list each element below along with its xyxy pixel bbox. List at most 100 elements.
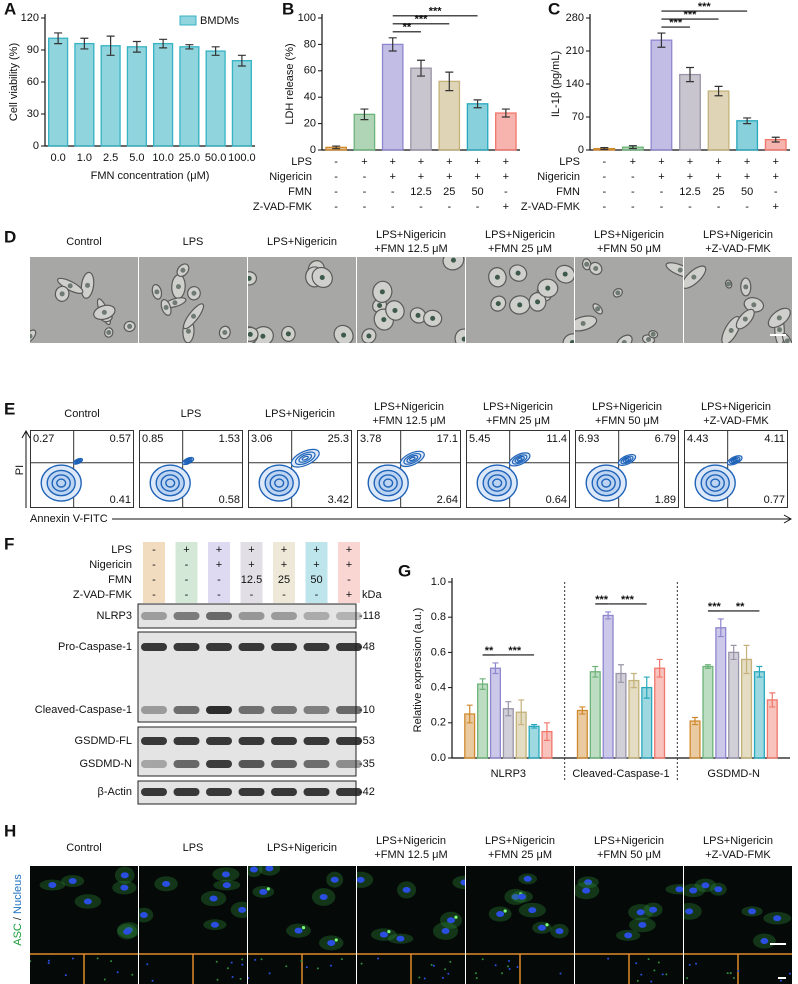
condition-cell: + [687, 171, 693, 183]
lane-highlight [273, 542, 295, 603]
band [336, 737, 362, 745]
condition-cell: - [152, 589, 156, 601]
nucleus-dot [474, 972, 477, 975]
nucleus-dot [430, 963, 433, 966]
nucleus [120, 884, 129, 891]
y-tick-label: 0.6 [431, 646, 446, 658]
y-tick-label: 0.0 [431, 752, 446, 764]
x-tick-label: GSDMD-N [707, 768, 760, 780]
image-label: LPS [183, 236, 204, 248]
nucleus [450, 257, 456, 263]
significance-label: *** [669, 17, 683, 29]
nucleus [248, 331, 253, 337]
nucleus [327, 939, 336, 946]
image-label: LPS+Nigericin [376, 229, 446, 241]
nucleus-dot [103, 978, 106, 981]
band [336, 706, 362, 714]
bar [466, 103, 489, 151]
panel-letter: D [4, 227, 16, 246]
band [206, 737, 232, 745]
nucleus [584, 261, 590, 267]
image-label: LPS+Nigericin [485, 229, 555, 241]
image-label: +Z-VAD-FMK [705, 849, 771, 861]
micrograph [139, 257, 247, 343]
condition-cell: - [602, 156, 606, 168]
condition-cell: - [660, 201, 664, 213]
bar [528, 725, 540, 759]
image-label: LPS+Nigericin [592, 401, 662, 413]
nucleus [222, 882, 231, 889]
nucleus-dot [360, 962, 363, 965]
condition-label: Nigericin [537, 171, 580, 183]
nucleus [584, 879, 593, 886]
image-label: +FMN 50 μM [597, 243, 661, 255]
condition-label: FMN [556, 186, 580, 198]
flow-plot [357, 430, 461, 508]
nucleus [714, 886, 723, 893]
condition-cell: - [688, 201, 692, 213]
error-bar [628, 145, 637, 150]
significance-label: *** [684, 9, 698, 21]
y-tick-label: 20 [304, 118, 316, 130]
nucleus-dot [285, 965, 288, 968]
nucleus [392, 307, 398, 313]
nucleus-dot [432, 964, 435, 967]
bar [689, 720, 701, 759]
nucleus [460, 879, 465, 886]
band [303, 643, 330, 651]
error-bar [473, 99, 482, 109]
band [141, 737, 167, 745]
condition-cell: - [717, 201, 721, 213]
y-tick-label: 1.0 [431, 576, 446, 588]
condition-cell: - [631, 201, 635, 213]
condition-label: FMN [288, 186, 312, 198]
condition-cell: + [346, 589, 352, 601]
nucleus [180, 267, 186, 273]
flow-plot [684, 430, 788, 508]
image-label: LPS+Nigericin [701, 401, 771, 413]
condition-cell: + [183, 544, 189, 556]
lane-highlight [305, 542, 328, 603]
nucleus [210, 921, 219, 928]
nucleus [535, 299, 541, 305]
kda-label: -48 [359, 641, 375, 653]
y-tick-label: 140 [566, 78, 584, 90]
nucleus-dot [316, 967, 319, 970]
density-contour [274, 478, 285, 488]
nucleus [68, 878, 77, 885]
nucleus-dot [30, 960, 32, 963]
bar [381, 43, 404, 151]
density-contour [409, 456, 416, 462]
condition-cell: + [389, 156, 395, 168]
flow-plot [139, 430, 243, 508]
asc-speck [266, 887, 270, 891]
condition-cell: + [281, 559, 287, 571]
y-axis-label: Relative expression (a.u.) [412, 608, 424, 733]
error-bar [630, 672, 637, 689]
band [271, 643, 297, 651]
quadrant-value: 6.93 [578, 433, 599, 445]
condition-cell: + [389, 171, 395, 183]
y-tick-label: 120 [21, 12, 39, 24]
bar [477, 683, 489, 759]
condition-cell: - [185, 559, 189, 571]
condition-cell: - [152, 559, 156, 571]
condition-cell: 25 [278, 574, 290, 586]
nucleus [59, 291, 65, 297]
nucleus-dot [231, 975, 234, 978]
image-label: +FMN 25 μM [488, 849, 552, 861]
bar [576, 709, 588, 759]
image-label: LPS+Nigericin [267, 842, 337, 854]
error-bar [518, 699, 525, 726]
nucleus [106, 329, 112, 335]
nucleus-dot [481, 958, 484, 961]
condition-cell: - [476, 201, 480, 213]
significance-label: *** [429, 6, 443, 18]
nucleus [494, 274, 500, 280]
nucleus [773, 915, 782, 922]
nucleus [357, 876, 365, 883]
nucleus [511, 893, 520, 900]
image-label: +FMN 50 μM [597, 849, 661, 861]
quadrant-value: 5.45 [469, 433, 490, 445]
nucleus-dot [423, 977, 426, 980]
